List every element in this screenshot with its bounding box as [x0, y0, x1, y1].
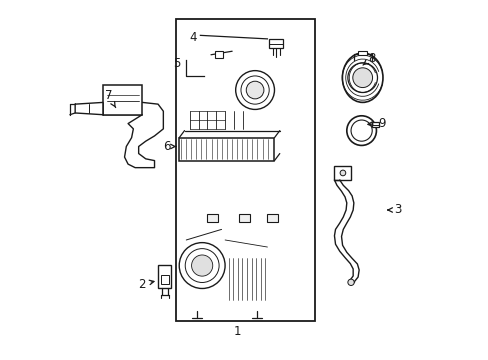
Bar	[334, 166, 351, 180]
Circle shape	[347, 63, 377, 93]
Text: 4: 4	[189, 31, 197, 44]
Circle shape	[350, 120, 371, 141]
Text: 3: 3	[387, 203, 401, 216]
Bar	[179, 138, 274, 161]
Bar	[267, 213, 278, 222]
Circle shape	[191, 255, 212, 276]
Bar	[207, 213, 218, 222]
Bar	[371, 122, 379, 127]
Circle shape	[185, 249, 219, 283]
Bar	[175, 19, 314, 321]
Polygon shape	[183, 55, 276, 136]
Text: 1: 1	[233, 325, 241, 338]
Bar	[103, 85, 142, 115]
Polygon shape	[75, 102, 163, 168]
Bar	[239, 213, 249, 222]
Bar	[158, 265, 171, 288]
Circle shape	[352, 68, 372, 87]
Bar	[358, 50, 366, 55]
Text: 5: 5	[173, 57, 181, 70]
Circle shape	[235, 71, 274, 109]
Text: 7: 7	[105, 89, 116, 108]
Bar	[269, 39, 283, 48]
Bar	[161, 275, 168, 284]
Text: 2: 2	[138, 278, 154, 291]
Circle shape	[241, 76, 269, 104]
Text: 6: 6	[163, 140, 176, 153]
Text: 9: 9	[367, 117, 385, 130]
Text: 8: 8	[362, 52, 375, 65]
Polygon shape	[179, 221, 283, 311]
Bar	[214, 51, 223, 58]
Circle shape	[340, 170, 345, 176]
Circle shape	[346, 116, 376, 145]
Circle shape	[179, 243, 224, 288]
Circle shape	[347, 279, 353, 285]
Circle shape	[246, 81, 264, 99]
